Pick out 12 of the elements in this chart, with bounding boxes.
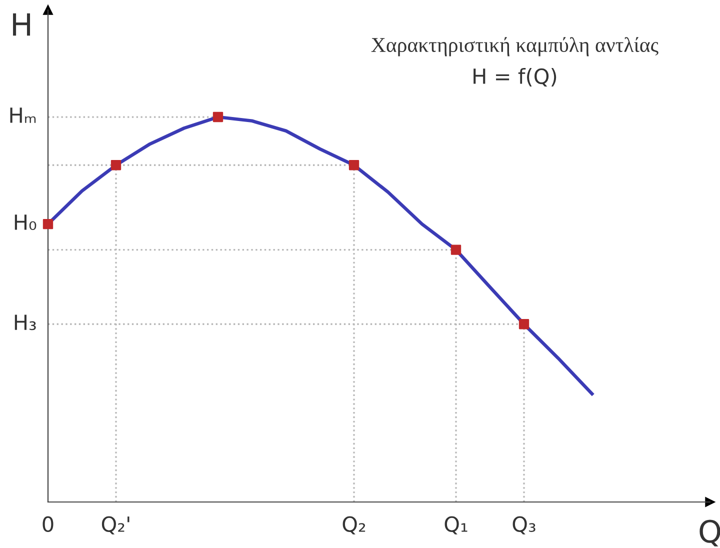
x-tick-label: 0 xyxy=(42,516,54,532)
chart-subtitle: H = f(Q) xyxy=(474,68,556,87)
annotation: H₀ xyxy=(14,214,36,230)
x-tick-label: Q₂' xyxy=(102,516,130,534)
annotation: Hₘ xyxy=(10,108,36,123)
annotation: H₃ xyxy=(14,314,36,330)
chart-title: Χαρακτηριστική καμπύλη αντλίας xyxy=(371,37,658,56)
x-tick-label: Q₁ xyxy=(444,516,468,534)
x-axis-title: Q xyxy=(700,520,720,546)
x-tick-label: Q₂ xyxy=(342,516,366,534)
x-tick-label: Q₃ xyxy=(512,516,536,534)
y-axis-title: H xyxy=(13,13,30,36)
